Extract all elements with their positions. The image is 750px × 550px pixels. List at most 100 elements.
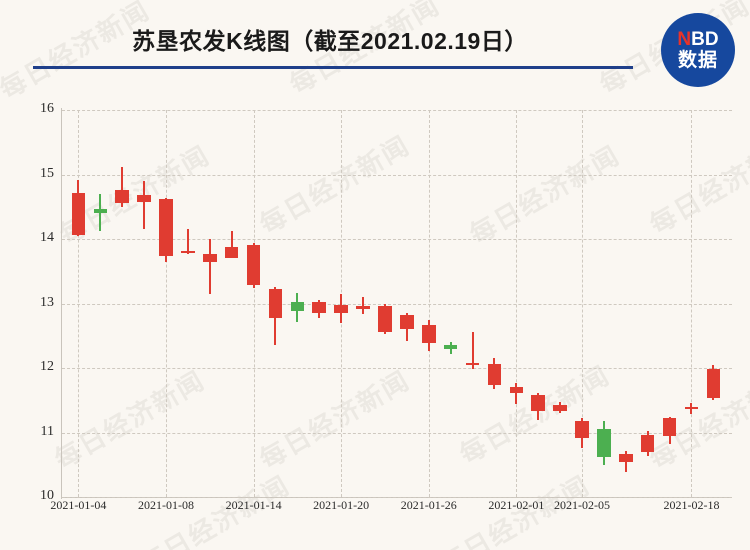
gridline-horizontal bbox=[62, 368, 732, 369]
candle-body bbox=[378, 306, 392, 332]
gridline-horizontal bbox=[62, 239, 732, 240]
candle-body bbox=[71, 192, 86, 236]
candle-body bbox=[684, 406, 699, 410]
y-axis-tick-label: 13 bbox=[40, 294, 54, 310]
candle-body bbox=[137, 195, 151, 202]
gridline-vertical bbox=[516, 110, 518, 497]
candle-body bbox=[356, 306, 370, 309]
y-axis-tick-label: 15 bbox=[40, 165, 54, 181]
candlestick bbox=[619, 110, 633, 497]
candle-wick bbox=[471, 331, 474, 370]
candlestick bbox=[93, 110, 108, 497]
candle-body bbox=[159, 199, 173, 256]
candle-body bbox=[203, 254, 217, 263]
candle-body bbox=[443, 344, 458, 349]
candle-body bbox=[290, 302, 305, 312]
candlestick bbox=[159, 110, 173, 497]
gridline-vertical bbox=[582, 110, 584, 497]
candlestick bbox=[71, 110, 86, 497]
candle-body bbox=[553, 405, 567, 411]
candle-body bbox=[334, 304, 348, 313]
x-axis-tick-label: 2021-02-05 bbox=[554, 498, 611, 512]
x-axis-tick-label: 2021-01-08 bbox=[138, 498, 194, 512]
candlestick bbox=[465, 110, 480, 497]
candle-body bbox=[181, 250, 195, 254]
gridline-horizontal bbox=[62, 497, 732, 498]
logo-letters: NBD bbox=[677, 30, 718, 49]
plot-area bbox=[62, 110, 732, 498]
page-title: 苏垦农发K线图（截至2021.02.19日） bbox=[132, 28, 528, 54]
gridline-vertical bbox=[691, 110, 693, 497]
gridline-horizontal bbox=[62, 303, 732, 305]
candle-body bbox=[93, 209, 108, 214]
x-axis-tick-label: 2021-01-14 bbox=[225, 498, 282, 512]
candlestick bbox=[509, 110, 524, 497]
candle-wick bbox=[121, 166, 124, 207]
candle-body bbox=[421, 325, 436, 344]
candlestick bbox=[421, 110, 436, 497]
y-axis-tick-label: 14 bbox=[40, 230, 54, 245]
candle-body bbox=[246, 245, 261, 286]
candle-body bbox=[115, 189, 129, 203]
gridline-horizontal bbox=[62, 174, 732, 176]
candlestick bbox=[181, 110, 195, 497]
candlestick bbox=[137, 110, 151, 497]
x-axis-tick-label: 2021-02-01 bbox=[488, 498, 545, 512]
candle-body bbox=[619, 454, 633, 463]
candlestick bbox=[662, 110, 677, 497]
candle-body bbox=[662, 418, 677, 437]
gridline-vertical bbox=[428, 110, 430, 497]
candlestick bbox=[531, 110, 545, 497]
candlestick bbox=[290, 110, 305, 497]
y-axis-tick-label: 10 bbox=[40, 488, 54, 503]
x-axis-tick-label: 2021-01-26 bbox=[400, 498, 457, 512]
x-axis-tick-label: 2021-02-18 bbox=[663, 498, 720, 512]
candlestick bbox=[684, 110, 699, 497]
candlestick bbox=[575, 110, 589, 497]
candle-wick bbox=[143, 180, 146, 229]
candle-body bbox=[531, 395, 545, 411]
candle-wick bbox=[515, 383, 518, 405]
candle-body bbox=[640, 435, 655, 452]
candlestick bbox=[224, 110, 239, 497]
candle-body bbox=[509, 387, 524, 393]
candle-body bbox=[465, 362, 480, 366]
logo-letters-bd: BD bbox=[691, 29, 719, 50]
nbd-logo: NBD 数据 bbox=[661, 13, 735, 87]
gridline-vertical bbox=[166, 110, 167, 497]
candlestick bbox=[400, 110, 414, 497]
candle-wick bbox=[362, 297, 365, 314]
candlestick bbox=[640, 110, 655, 497]
candle-wick bbox=[186, 228, 189, 255]
candle-body bbox=[706, 369, 721, 398]
candlestick bbox=[268, 110, 283, 497]
gridline-horizontal bbox=[62, 110, 732, 111]
candle-body bbox=[312, 302, 327, 313]
candlestick bbox=[334, 110, 348, 497]
candlestick bbox=[115, 110, 129, 497]
candlestick bbox=[203, 110, 217, 497]
logo-letter-n: N bbox=[677, 29, 692, 50]
candle-body bbox=[268, 289, 283, 318]
candlestick bbox=[487, 110, 502, 497]
title-underline-rule bbox=[33, 66, 633, 69]
candle-body bbox=[575, 420, 589, 438]
candle-body bbox=[400, 315, 414, 330]
candlestick bbox=[312, 110, 327, 497]
y-axis-tick-label: 16 bbox=[40, 101, 54, 116]
candlestick bbox=[443, 110, 458, 497]
candle-wick bbox=[230, 231, 233, 259]
candlestick bbox=[246, 110, 261, 497]
candle-body bbox=[487, 364, 502, 385]
gridline-horizontal bbox=[62, 432, 732, 434]
candlestick bbox=[597, 110, 611, 497]
y-axis-line bbox=[61, 108, 62, 499]
y-axis-tick-label: 11 bbox=[40, 423, 54, 439]
candle-body bbox=[597, 428, 611, 457]
candle-wick bbox=[208, 239, 211, 295]
logo-text-cn: 数据 bbox=[677, 50, 718, 71]
candle-body bbox=[224, 246, 239, 259]
candlestick bbox=[378, 110, 392, 497]
